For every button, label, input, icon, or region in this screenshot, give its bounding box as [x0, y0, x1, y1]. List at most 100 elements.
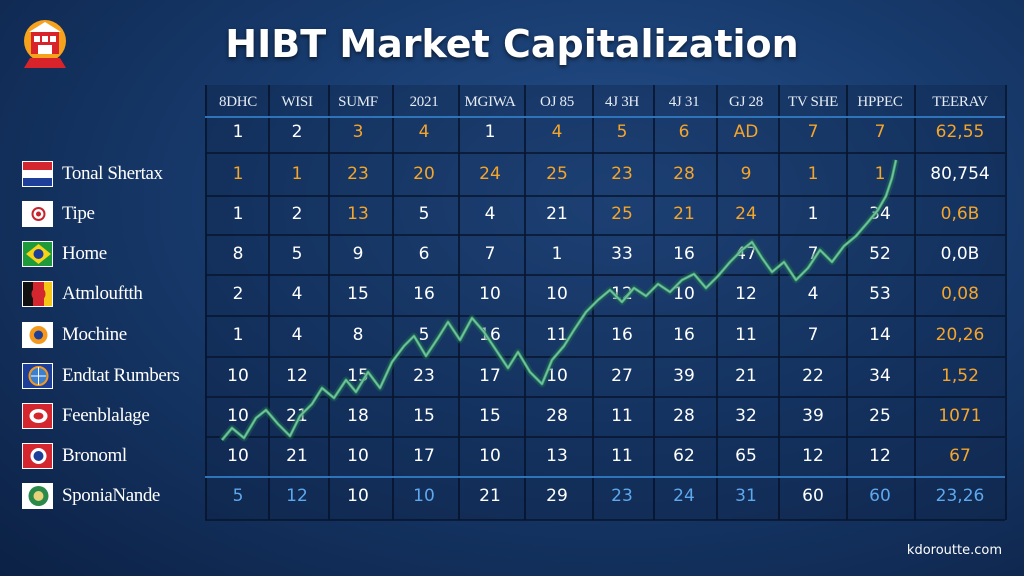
footer-cell: 29	[546, 486, 568, 506]
row-divider	[205, 234, 1005, 236]
row-divider	[205, 396, 1005, 398]
table-cell: 10	[227, 366, 249, 386]
subheader-cell: 2	[291, 122, 303, 142]
table-cell: 12	[611, 284, 633, 304]
table-cell: 32	[735, 406, 757, 426]
table-cell: 8	[352, 325, 364, 345]
table-cell: 28	[673, 406, 695, 426]
row-divider	[205, 315, 1005, 317]
black-red-yellow-circle-flag-icon	[22, 281, 53, 307]
table-cell: 12	[735, 284, 757, 304]
column-header: HPPEC	[857, 94, 903, 110]
table-cell: 34	[869, 366, 891, 386]
row-label: Tonal Shertax	[22, 159, 163, 189]
red-white-oval-flag-icon	[22, 403, 53, 429]
column-header: WISI	[281, 94, 313, 110]
row-label: Atmlouftth	[22, 279, 143, 309]
table-cell: 11	[735, 325, 757, 345]
row-divider	[205, 152, 1005, 154]
column-header: GJ 28	[729, 94, 763, 110]
table-cell: 10	[347, 446, 369, 466]
table-cell: 5	[418, 204, 430, 224]
table-cell: 34	[869, 204, 891, 224]
footer-cell: 10	[413, 486, 435, 506]
table-cell: 21	[735, 366, 757, 386]
table-cell: 4	[291, 284, 303, 304]
subheader-cell: 5	[616, 122, 628, 142]
column-divider	[914, 85, 916, 520]
table-cell: 23	[413, 366, 435, 386]
subheader-cell: 7	[807, 122, 819, 142]
subheader-cell: 4	[418, 122, 430, 142]
row-label-text: Bronoml	[62, 445, 127, 466]
green-white-seal-flag-icon	[22, 483, 53, 509]
footer-cell: 10	[347, 486, 369, 506]
footer-cell: 5	[232, 486, 244, 506]
page-title: HIBT Market Capitalization	[225, 22, 799, 66]
table-cell: 24	[479, 164, 501, 184]
subheader-cell: 1	[484, 122, 496, 142]
row-label: Feenblalage	[22, 401, 150, 431]
table-cell: 21	[286, 406, 308, 426]
table-cell: 1	[807, 164, 819, 184]
table-cell: 21	[673, 204, 695, 224]
row-label-text: Mochine	[62, 324, 127, 345]
column-header: MGIWA	[464, 94, 516, 110]
table-cell: 1,52	[941, 366, 979, 386]
column-divider	[1005, 85, 1007, 520]
column-header: 2021	[409, 94, 439, 110]
table-cell: 1	[232, 204, 244, 224]
table-cell: 10	[227, 446, 249, 466]
table-cell: 7	[807, 325, 819, 345]
table-cell: 27	[611, 366, 633, 386]
table-cell: 4	[807, 284, 819, 304]
footer-cell: 12	[286, 486, 308, 506]
column-divider	[778, 85, 780, 520]
table-cell: 12	[286, 366, 308, 386]
subheader-cell: 4	[551, 122, 563, 142]
table-cell: 80,754	[930, 164, 990, 184]
column-header: 4J 3H	[605, 94, 639, 110]
row-divider	[205, 274, 1005, 276]
footer-row-label: SponiaNande	[22, 481, 160, 511]
table-cell: 10	[673, 284, 695, 304]
table-cell: 28	[673, 164, 695, 184]
row-label: Home	[22, 239, 107, 269]
table-cell: 0,6B	[940, 204, 980, 224]
table-cell: 13	[546, 446, 568, 466]
row-divider	[205, 116, 1005, 118]
table-cell: 6	[418, 244, 430, 264]
table-cell: 9	[352, 244, 364, 264]
table-cell: 11	[611, 446, 633, 466]
table-cell: 33	[611, 244, 633, 264]
footer-cell: 60	[802, 486, 824, 506]
row-label: Bronoml	[22, 441, 127, 471]
table-cell: 15	[347, 366, 369, 386]
table-cell: 13	[347, 204, 369, 224]
table-cell: 52	[869, 244, 891, 264]
table-cell: 10	[479, 284, 501, 304]
table-cell: 10	[546, 284, 568, 304]
subheader-cell: AD	[733, 122, 759, 142]
watermark: kdoroutte.com	[906, 543, 1002, 558]
row-label-text: Tipe	[62, 203, 95, 224]
table-cell: 9	[740, 164, 752, 184]
row-label: Tipe	[22, 199, 95, 229]
table-cell: 2	[291, 204, 303, 224]
table-cell: 25	[869, 406, 891, 426]
column-header: SUMF	[338, 94, 378, 110]
table-cell: 15	[479, 406, 501, 426]
table-cell: 39	[802, 406, 824, 426]
column-header: 8DHC	[219, 94, 257, 110]
column-header: OJ 85	[540, 94, 574, 110]
column-header: TV SHE	[787, 94, 838, 110]
table-cell: 5	[291, 244, 303, 264]
table-cell: 15	[413, 406, 435, 426]
table-cell: 21	[286, 446, 308, 466]
logo	[18, 14, 76, 72]
table-cell: 39	[673, 366, 695, 386]
subheader-cell: 7	[874, 122, 886, 142]
footer-cell: 60	[869, 486, 891, 506]
table-cell: 23	[347, 164, 369, 184]
row-label-text: Tonal Shertax	[62, 163, 163, 184]
